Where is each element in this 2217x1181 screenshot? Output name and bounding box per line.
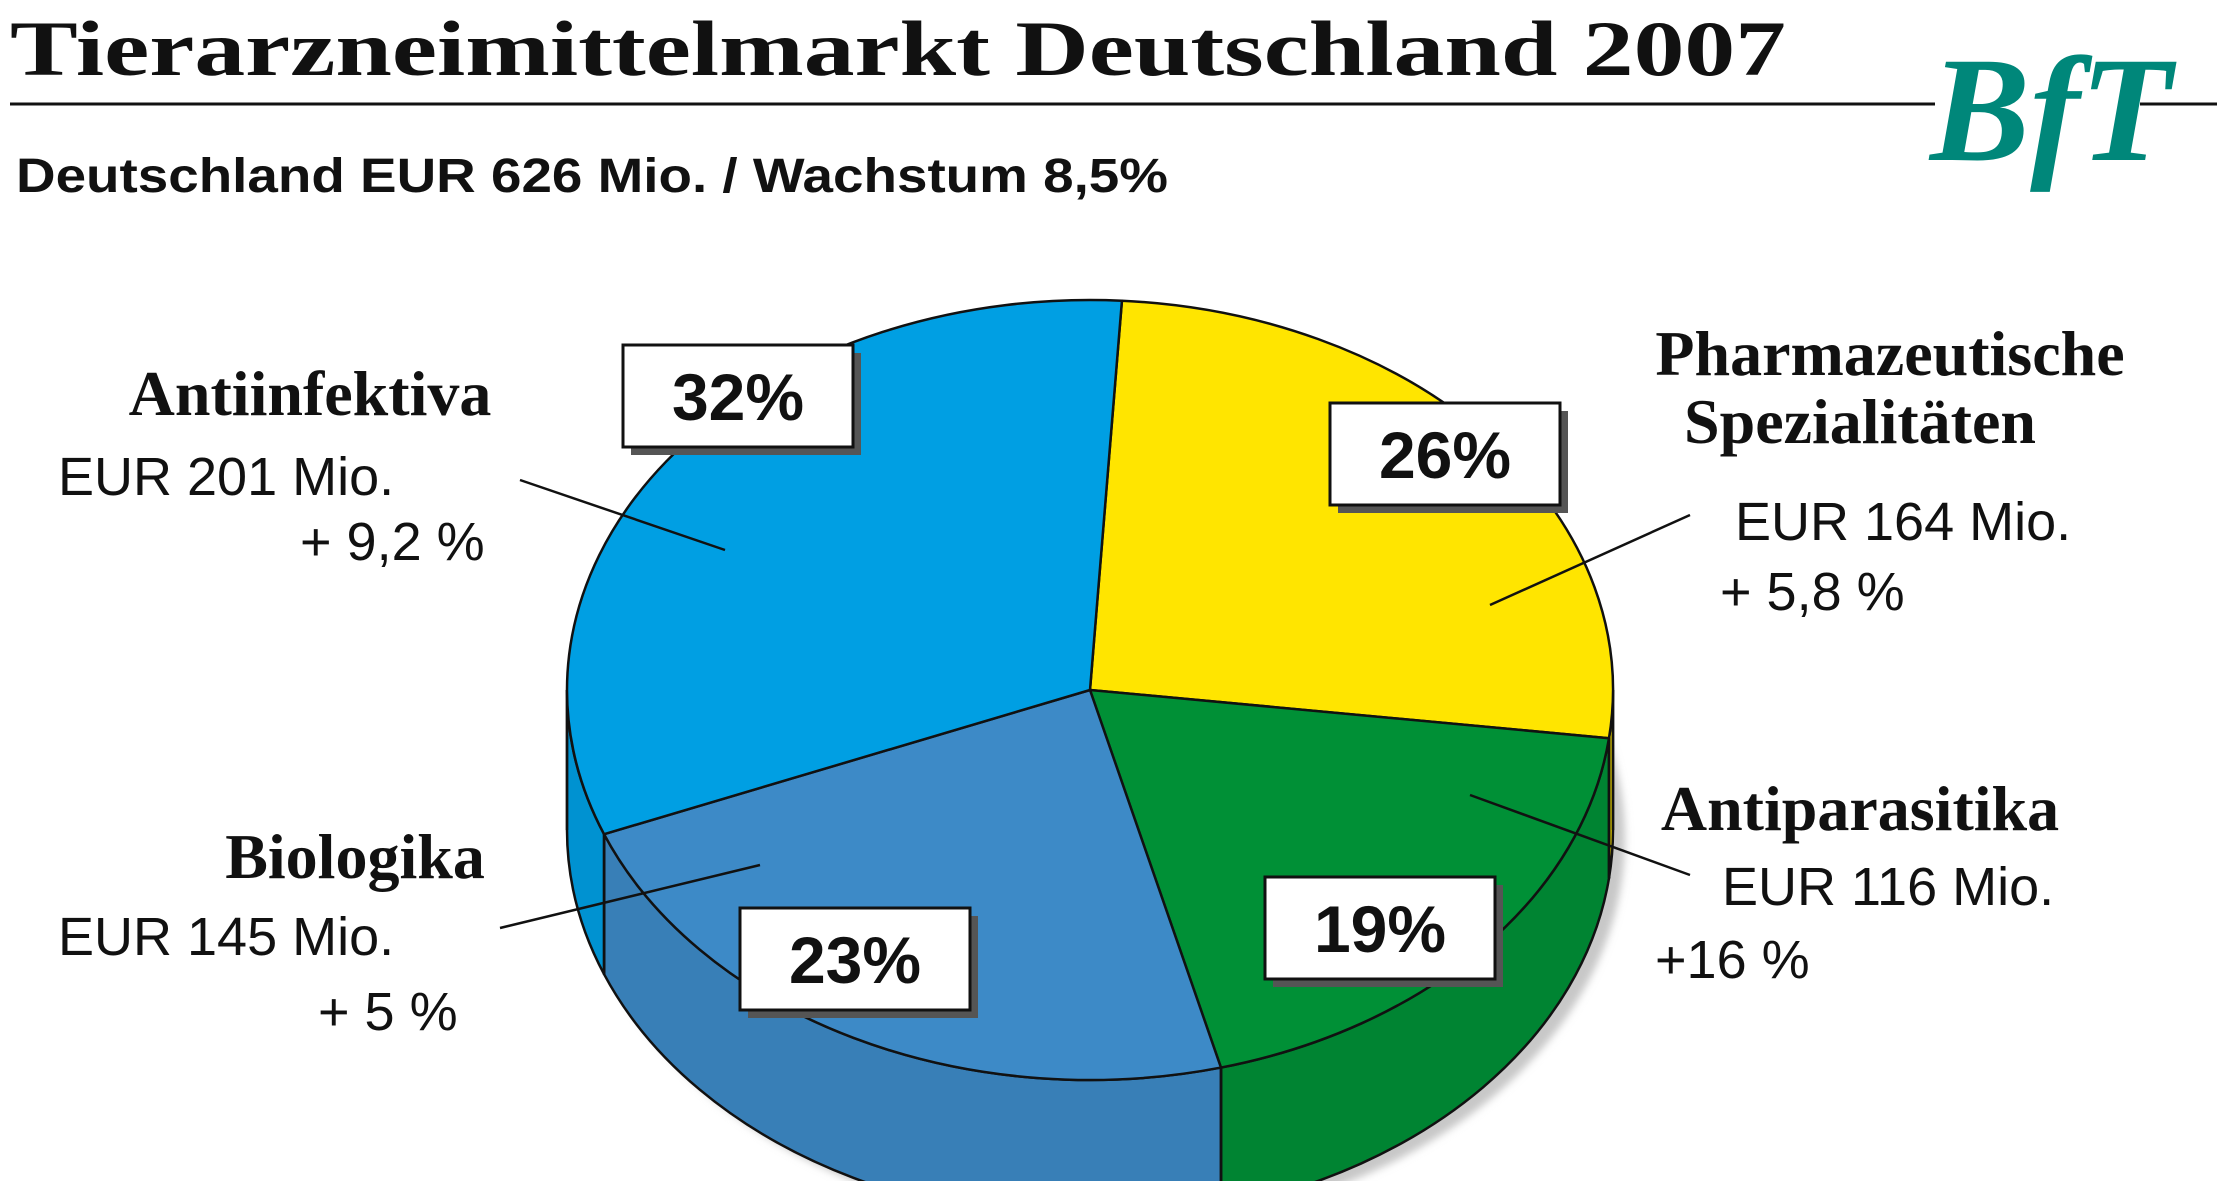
percent-box-pharmazeutische bbox=[1328, 401, 1562, 507]
leader-line-biologika bbox=[499, 863, 761, 930]
leader-line-antiinfektiva bbox=[519, 478, 726, 552]
category-value-biologika: EUR 145 Mio. bbox=[58, 907, 394, 967]
category-value-antiparasitika: EUR 116 Mio. bbox=[1722, 857, 2054, 917]
category-growth-biologika: + 5 % bbox=[318, 982, 458, 1042]
chart-subtitle: Deutschland EUR 626 Mio. / Wachstum 8,5% bbox=[16, 150, 1168, 203]
category-value-pharmazeutische: EUR 164 Mio. bbox=[1735, 492, 2071, 552]
category-name-pharmazeutische-1: Pharmazeutische bbox=[1655, 318, 2124, 389]
percent-box-antiparasitika bbox=[1263, 875, 1497, 981]
slice-pharmazeutische bbox=[1088, 299, 1615, 740]
category-growth-antiparasitika: +16 % bbox=[1655, 930, 1810, 990]
leader-line-antiparasitika bbox=[1469, 793, 1691, 877]
category-name-antiparasitika: Antiparasitika bbox=[1661, 773, 2059, 844]
category-name-biologika: Biologika bbox=[225, 821, 485, 892]
percent-label-biologika: 23% bbox=[789, 923, 921, 997]
percent-labels: 32% 26% 19% 23% bbox=[621, 343, 1568, 1018]
percent-box-biologika bbox=[738, 906, 972, 1012]
category-labels: Antiinfektiva EUR 201 Mio.+ 9,2 % Pharmaze… bbox=[58, 318, 2125, 1042]
percent-label-antiparasitika: 19% bbox=[1314, 892, 1446, 966]
category-growth-antiinfektiva: + 9,2 % bbox=[300, 512, 485, 572]
chart-title: Tierarzneimittelmarkt Deutschland 2007 bbox=[10, 5, 1786, 92]
category-name-antiinfektiva: Antiinfektiva bbox=[129, 358, 492, 429]
bft-logo-text: BfT bbox=[1928, 27, 2177, 193]
percent-label-pharmazeutische: 26% bbox=[1379, 418, 1511, 492]
category-value-antiinfektiva: EUR 201 Mio. bbox=[58, 447, 394, 507]
category-name-pharmazeutische-2: Spezialitäten bbox=[1684, 386, 2036, 457]
percent-box-antiinfektiva bbox=[621, 343, 855, 449]
leader-lines bbox=[499, 478, 1691, 930]
bft-logo: BfT bbox=[1928, 27, 2177, 193]
category-growth-pharmazeutische: + 5,8 % bbox=[1720, 562, 1905, 622]
leader-line-pharmazeutische bbox=[1489, 513, 1691, 607]
percent-label-antiinfektiva: 32% bbox=[672, 360, 804, 434]
